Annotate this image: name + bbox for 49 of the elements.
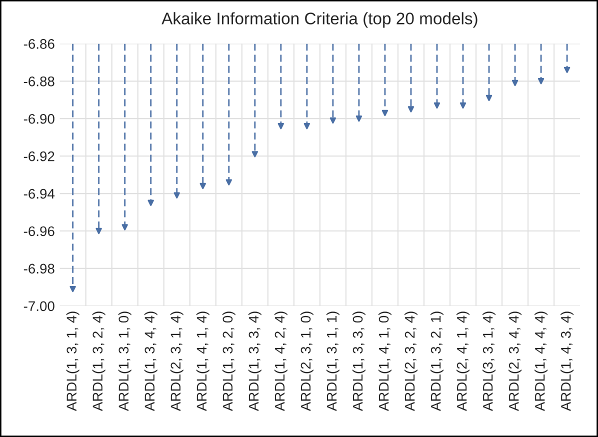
point (382, 110, 388, 116)
point (252, 151, 258, 158)
point (174, 192, 180, 198)
x-tick-label: ARDL(2, 3, 1, 0) (300, 312, 314, 412)
x-tick-label: ARDL(1, 3, 2, 4) (92, 312, 106, 412)
point (408, 106, 414, 112)
point (278, 123, 284, 130)
y-tick-label: -6.92 (24, 151, 54, 162)
x-tick-label: ARDL(2, 3, 1, 4) (170, 312, 184, 412)
y-tick-label: -6.94 (24, 188, 55, 199)
y-tick-label: -7.00 (24, 301, 54, 312)
point (460, 102, 466, 109)
y-tick-label: -6.96 (24, 226, 54, 236)
point (434, 102, 440, 109)
x-tick-label: ARDL(2, 4, 1, 4) (456, 312, 470, 412)
x-tick-label: ARDL(1, 3, 1, 0) (118, 312, 132, 412)
point (96, 228, 102, 234)
point (486, 94, 492, 102)
x-tick-label: ARDL(1, 4, 2, 4) (274, 312, 288, 412)
point (356, 116, 362, 122)
point (200, 182, 206, 190)
x-tick-label: ARDL(1, 3, 3, 4) (248, 312, 262, 412)
x-tick-label: ARDL(1, 3, 4, 4) (144, 312, 158, 412)
point (330, 117, 336, 124)
point (304, 123, 310, 130)
x-tick-label: ARDL(1, 3, 2, 1) (430, 312, 444, 412)
point (122, 224, 128, 230)
x-tick-label: ARDL(1, 3, 1, 1) (326, 312, 340, 412)
y-tick-label: -6.86 (24, 39, 54, 49)
x-tick-label: ARDL(1, 4, 4, 4) (534, 312, 548, 412)
point (512, 80, 518, 86)
x-tick-label: ARDL(1, 3, 2, 0) (222, 312, 236, 412)
y-tick-label: -6.98 (24, 264, 54, 274)
point (70, 286, 76, 292)
chart-title: Akaike Information Criteria (top 20 models) (162, 12, 478, 28)
x-tick-label: ARDL(2, 3, 2, 4) (404, 312, 418, 412)
point (226, 179, 232, 186)
x-tick-label: ARDL(1, 3, 3, 0) (352, 312, 366, 412)
y-tick-label: -6.88 (24, 76, 54, 86)
x-tick-label: ARDL(3, 3, 1, 4) (482, 312, 496, 412)
y-tick-label: -6.90 (24, 114, 54, 124)
point (564, 66, 570, 74)
x-tick-label: ARDL(1, 3, 1, 4) (66, 312, 80, 412)
x-tick-label: ARDL(1, 4, 3, 4) (560, 312, 574, 412)
x-tick-label: ARDL(1, 4, 1, 4) (196, 312, 210, 412)
x-tick-label: ARDL(2, 3, 4, 4) (508, 312, 522, 412)
point (148, 200, 154, 206)
point (538, 78, 544, 84)
x-tick-label: ARDL(1, 4, 1, 0) (378, 312, 392, 412)
